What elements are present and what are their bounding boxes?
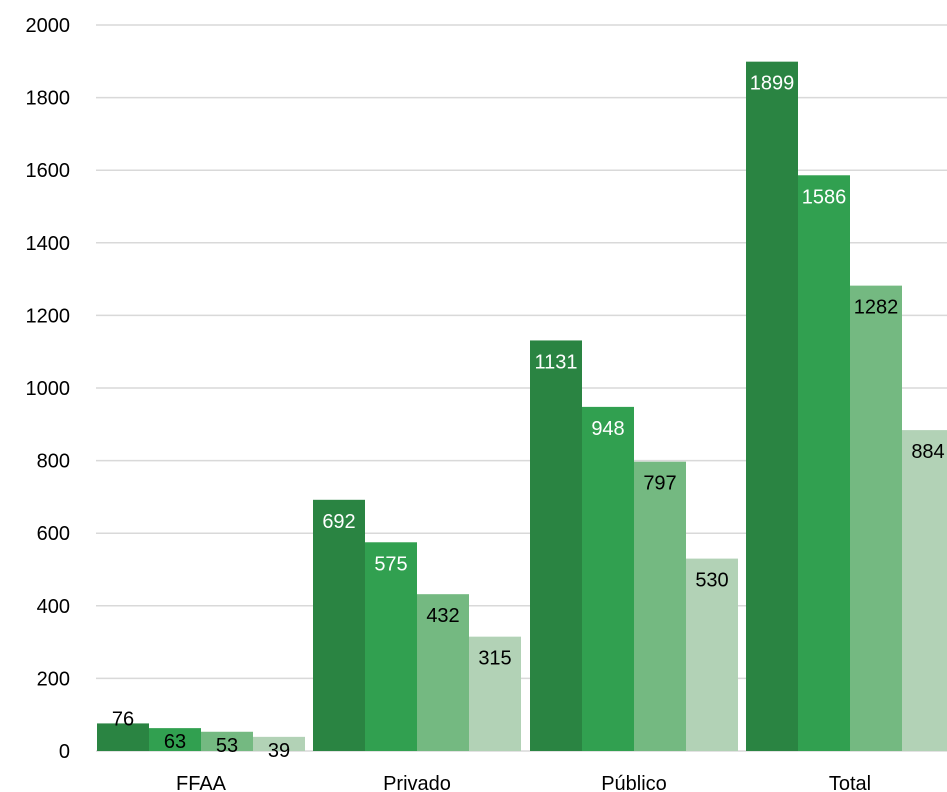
data-label: 63 [164, 731, 186, 753]
data-label: 315 [478, 648, 511, 670]
data-label: 39 [268, 740, 290, 762]
bar [313, 499, 365, 751]
bar [530, 340, 582, 751]
bar [149, 728, 201, 751]
data-label: 575 [374, 553, 407, 575]
bar [97, 723, 149, 751]
y-tick-label: 200 [37, 668, 70, 690]
data-label: 53 [216, 735, 238, 757]
x-category-label: Total [829, 773, 871, 792]
bar [902, 430, 947, 751]
data-label: 884 [911, 441, 944, 463]
data-label: 1899 [750, 73, 795, 95]
data-label: 530 [695, 570, 728, 592]
bar [365, 542, 417, 751]
y-tick-label: 1200 [26, 305, 71, 327]
bars [97, 61, 947, 752]
bar [746, 61, 798, 751]
bar [201, 731, 253, 751]
y-tick-label: 1600 [26, 160, 71, 182]
y-tick-label: 800 [37, 451, 70, 473]
bar [798, 175, 850, 752]
y-tick-label: 600 [37, 523, 70, 545]
bar [417, 594, 469, 751]
bar [850, 285, 902, 751]
bar [634, 461, 686, 751]
data-label: 797 [643, 473, 676, 495]
data-label: 948 [591, 418, 624, 440]
data-label: 432 [426, 605, 459, 627]
data-label: 1586 [802, 186, 847, 208]
x-category-label: Público [601, 773, 667, 792]
gridlines [96, 24, 947, 752]
bar [686, 558, 738, 751]
y-tick-label: 400 [37, 596, 70, 618]
y-axis: 0 200 400 600 800 1000 1200 1400 1600 1800 2000 [26, 15, 71, 763]
y-tick-label: 2000 [26, 15, 71, 37]
data-label: 1131 [534, 351, 577, 373]
data-label: 76 [112, 708, 134, 730]
bar [582, 406, 634, 751]
y-tick-label: 0 [59, 741, 70, 763]
data-labels: 76 63 53 39 692 575 432 315 1131 948 797 530 1899 158… [112, 73, 945, 762]
y-tick-label: 1400 [26, 233, 71, 255]
data-label: 692 [322, 511, 355, 533]
bar [253, 736, 305, 751]
x-category-label: FFAA [176, 773, 227, 792]
bar [469, 636, 521, 751]
y-tick-label: 1800 [26, 88, 71, 110]
x-category-label: Privado [383, 773, 451, 792]
x-axis: FFAA Privado Público Total [176, 773, 871, 792]
data-label: 1282 [854, 297, 899, 319]
y-tick-label: 1000 [26, 378, 71, 400]
